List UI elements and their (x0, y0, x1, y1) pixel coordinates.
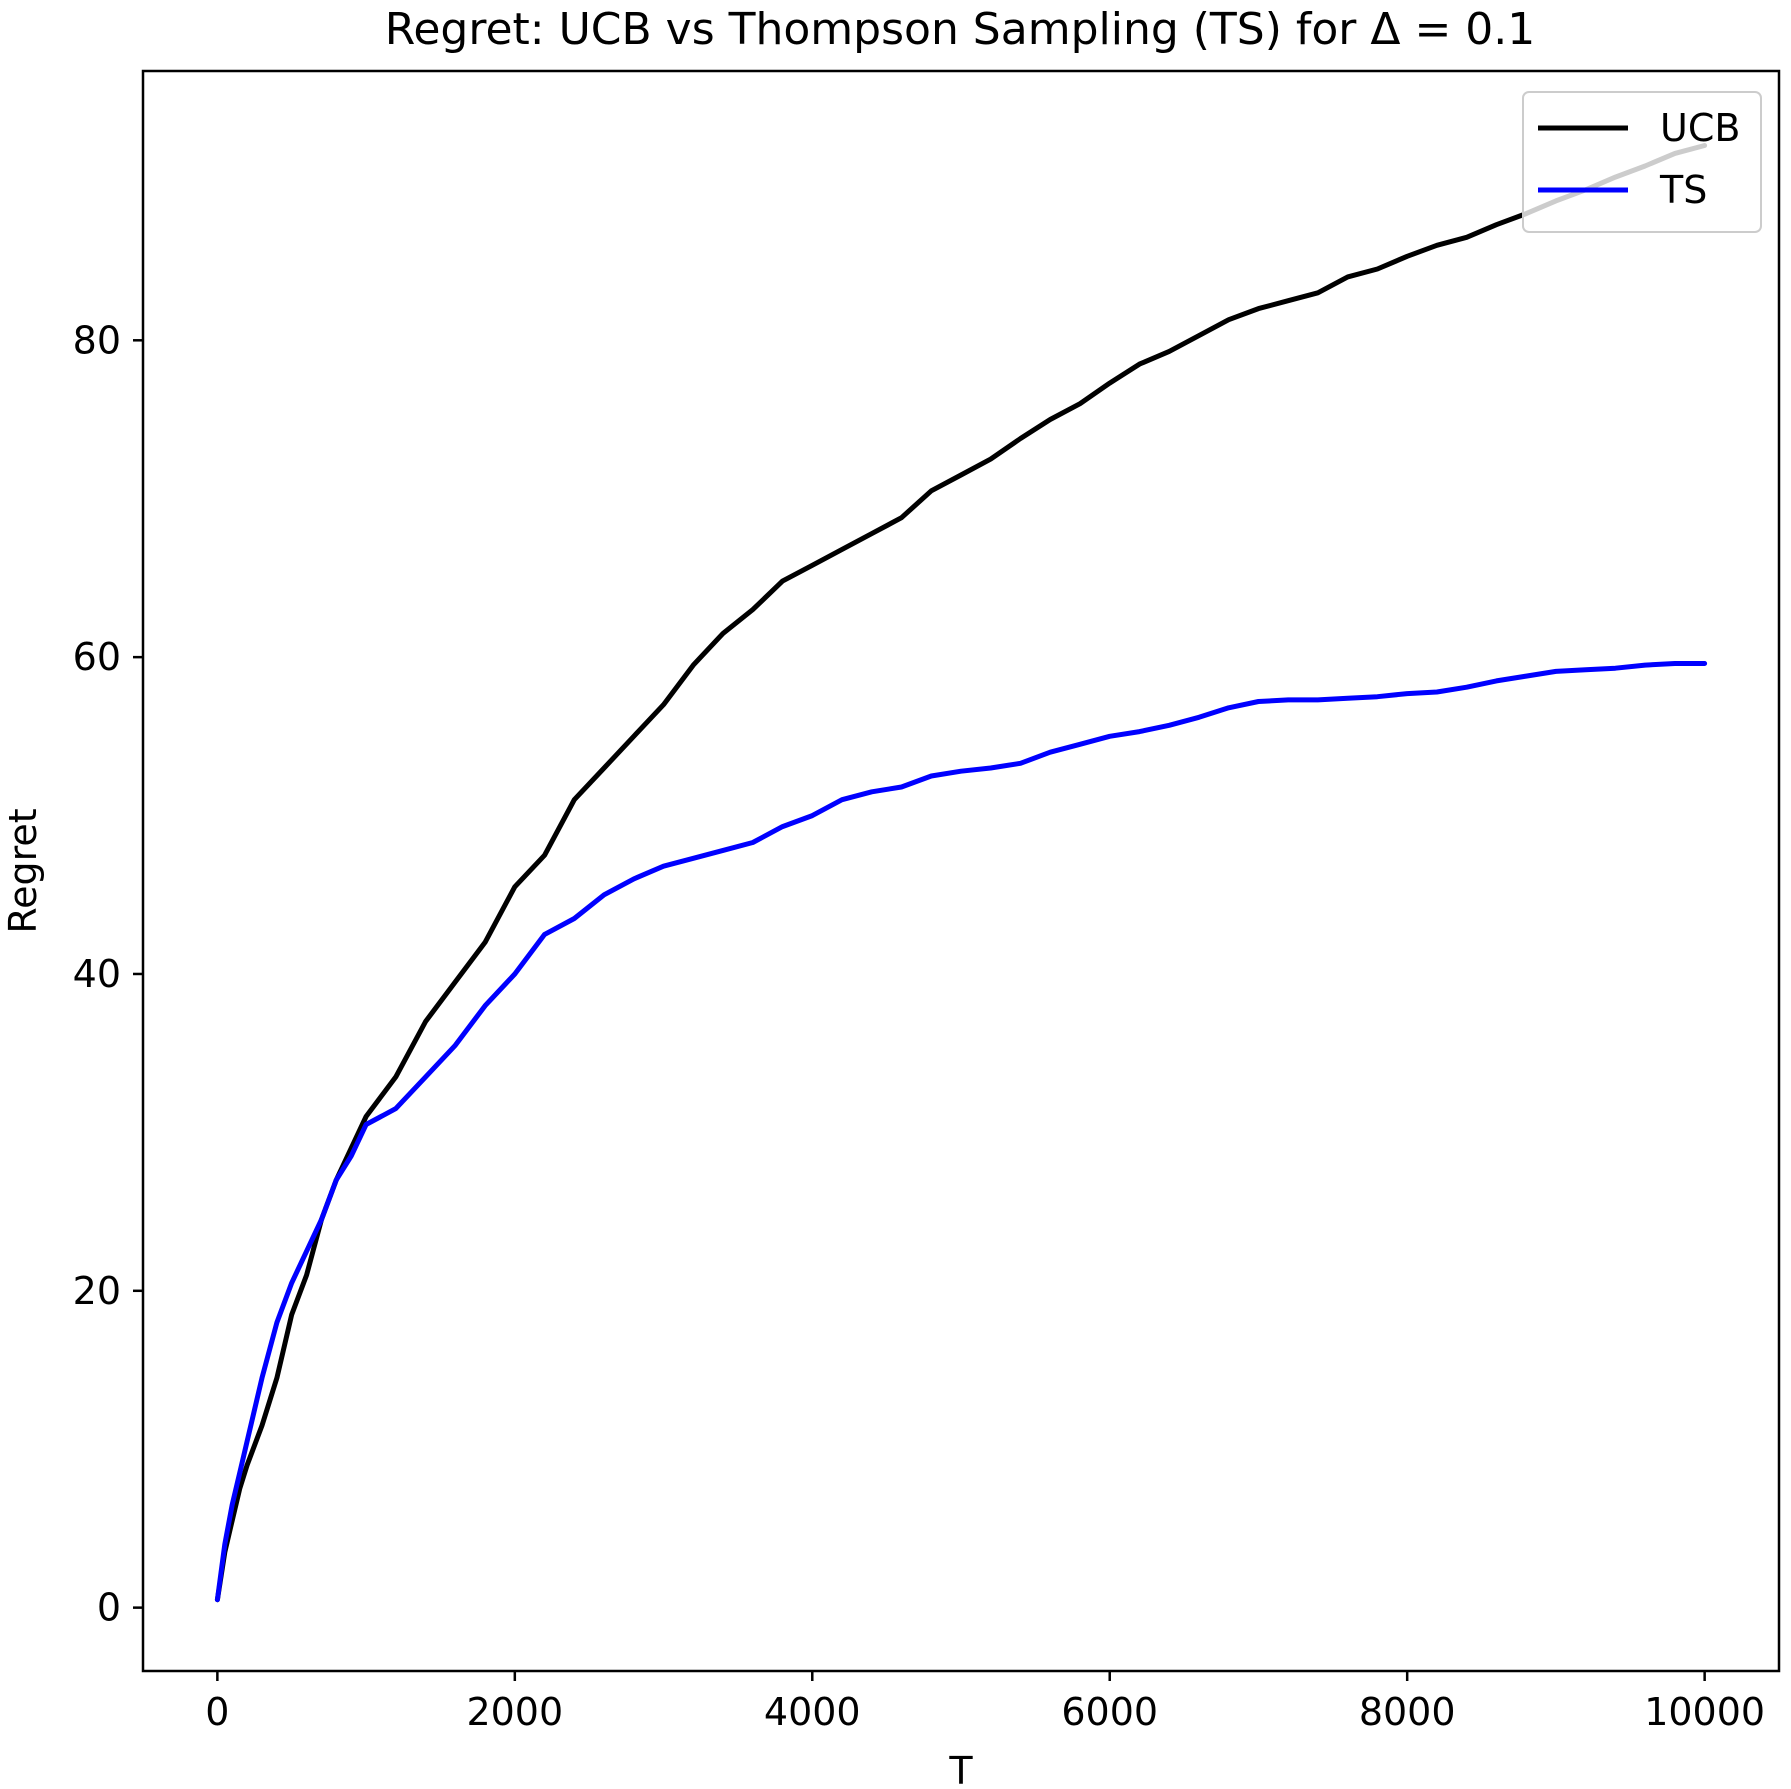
legend-label-ts: TS (1659, 168, 1707, 212)
x-tick-label: 2000 (466, 1690, 563, 1734)
y-tick-label: 80 (73, 318, 121, 362)
plot-frame (141, 69, 1781, 1673)
y-axis-ticks: 0 20 40 60 80 (73, 318, 143, 1630)
y-tick-label: 60 (73, 635, 121, 679)
x-axis-ticks: 0 2000 4000 6000 8000 10000 (205, 1671, 1765, 1734)
series-line-ts (214, 661, 1708, 1603)
y-tick-label: 0 (97, 1586, 121, 1630)
legend: UCB TS (1522, 91, 1762, 233)
x-tick-label: 10000 (1644, 1690, 1765, 1734)
legend-label-ucb: UCB (1660, 106, 1740, 150)
y-tick-label: 40 (73, 952, 121, 996)
series-layer (214, 143, 1708, 1603)
chart-title: Regret: UCB vs Thompson Sampling (TS) fo… (385, 4, 1536, 55)
x-tick-label: 4000 (764, 1690, 861, 1734)
x-tick-label: 8000 (1359, 1690, 1456, 1734)
y-axis-label: Regret (1, 808, 45, 933)
x-axis-label: T (948, 1749, 973, 1789)
y-tick-label: 20 (73, 1269, 121, 1313)
x-tick-label: 0 (205, 1690, 229, 1734)
x-tick-label: 6000 (1061, 1690, 1158, 1734)
